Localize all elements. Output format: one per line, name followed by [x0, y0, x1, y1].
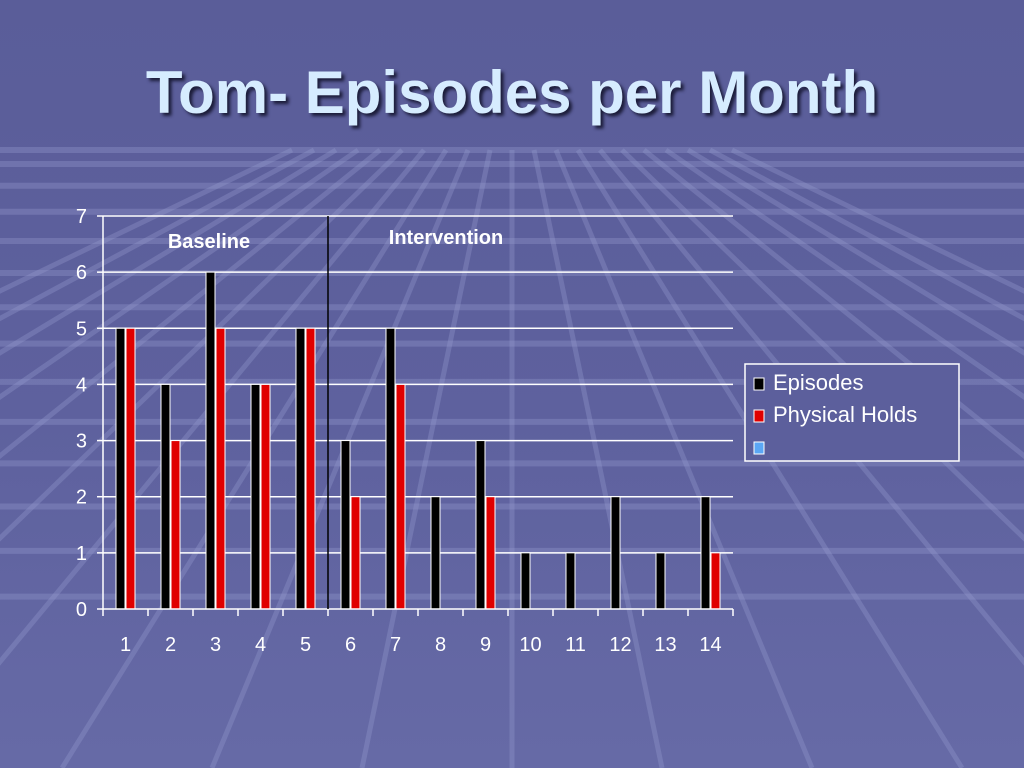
y-tick-label: 3 [76, 431, 87, 453]
x-tick-label: 9 [480, 634, 491, 656]
bar-physical-holds-9 [485, 496, 496, 610]
bar-episodes-13 [655, 552, 666, 610]
x-tick-label: 5 [300, 634, 311, 656]
background-grid-line [0, 147, 294, 294]
bar-episodes-8 [430, 496, 441, 610]
bar-episodes-3 [205, 271, 216, 610]
background-grid-line [708, 147, 1024, 322]
bar-physical-holds-1 [125, 327, 136, 610]
annotation-intervention: Intervention [389, 227, 503, 249]
legend-swatch-2 [753, 409, 765, 423]
background-grid-line [359, 149, 493, 768]
x-tick-label: 6 [345, 634, 356, 656]
legend-label-1: Episodes [773, 370, 864, 395]
bar-physical-holds-5 [305, 327, 316, 610]
legend-swatch-1 [753, 377, 765, 391]
bars [115, 271, 721, 610]
x-tick-label: 1 [120, 634, 131, 656]
x-tick-label: 12 [609, 634, 631, 656]
background-grid-line [730, 147, 1024, 294]
bar-episodes-10 [520, 552, 531, 610]
x-tick-label: 11 [565, 634, 586, 656]
bar-episodes-14 [700, 496, 711, 610]
x-tick-label: 14 [699, 634, 721, 656]
background-grid-line [209, 149, 471, 768]
bar-physical-holds-14 [710, 552, 721, 610]
legend-label-2: Physical Holds [773, 402, 917, 427]
y-tick-label: 1 [76, 543, 87, 565]
background-grid-line [0, 148, 382, 459]
x-tick-label: 3 [210, 634, 221, 656]
bar-physical-holds-4 [260, 383, 271, 610]
background-grid-line [642, 148, 1024, 459]
bar-episodes-7 [385, 327, 396, 610]
background-grid-line [0, 148, 404, 542]
bar-physical-holds-3 [215, 327, 226, 610]
legend-swatch-3 [753, 441, 765, 455]
x-tick-label: 4 [255, 634, 266, 656]
background-grid-line [0, 147, 316, 322]
bar-episodes-5 [295, 327, 306, 610]
x-tick-label: 10 [519, 634, 541, 656]
x-tick-label: 7 [390, 634, 401, 656]
x-tick-labels: 1 2 3 4 5 6 7 8 9 10 11 12 13 14 [102, 609, 734, 656]
y-tick-label: 6 [76, 262, 87, 284]
background-grid-line [664, 147, 1024, 400]
bar-episodes-1 [115, 327, 126, 610]
bar-episodes-9 [475, 440, 486, 610]
y-tick-label: 4 [76, 374, 87, 396]
slide-title: Tom- Episodes per Month [145, 59, 879, 126]
legend-box [744, 363, 960, 462]
phase-annotations: Baseline Intervention [168, 216, 503, 609]
background-grid-line [0, 147, 360, 400]
grid-lines [103, 215, 733, 554]
legend: Episodes Physical Holds [744, 363, 960, 462]
x-tick-label: 8 [435, 634, 446, 656]
bar-episodes-12 [610, 496, 621, 610]
background-grid-line [0, 147, 338, 356]
bar-episodes-11 [565, 552, 576, 610]
y-tick-labels: 0 1 2 3 4 5 6 7 [76, 206, 103, 621]
bar-physical-holds-2 [170, 440, 181, 610]
background-grid-line [686, 147, 1024, 356]
x-tick-label: 2 [165, 634, 176, 656]
y-tick-label: 7 [76, 206, 87, 228]
background-grid-line [531, 149, 665, 768]
bar-episodes-2 [160, 383, 171, 610]
y-tick-label: 2 [76, 487, 87, 509]
bar-episodes-4 [250, 383, 261, 610]
background-grid-line [553, 149, 815, 768]
y-tick-label: 5 [76, 318, 87, 340]
axes [102, 216, 733, 610]
bar-episodes-6 [340, 440, 351, 610]
annotation-baseline: Baseline [168, 231, 250, 253]
x-tick-label: 13 [654, 634, 676, 656]
bar-physical-holds-7 [395, 383, 406, 610]
y-tick-label: 0 [76, 599, 87, 621]
bar-physical-holds-6 [350, 496, 361, 610]
